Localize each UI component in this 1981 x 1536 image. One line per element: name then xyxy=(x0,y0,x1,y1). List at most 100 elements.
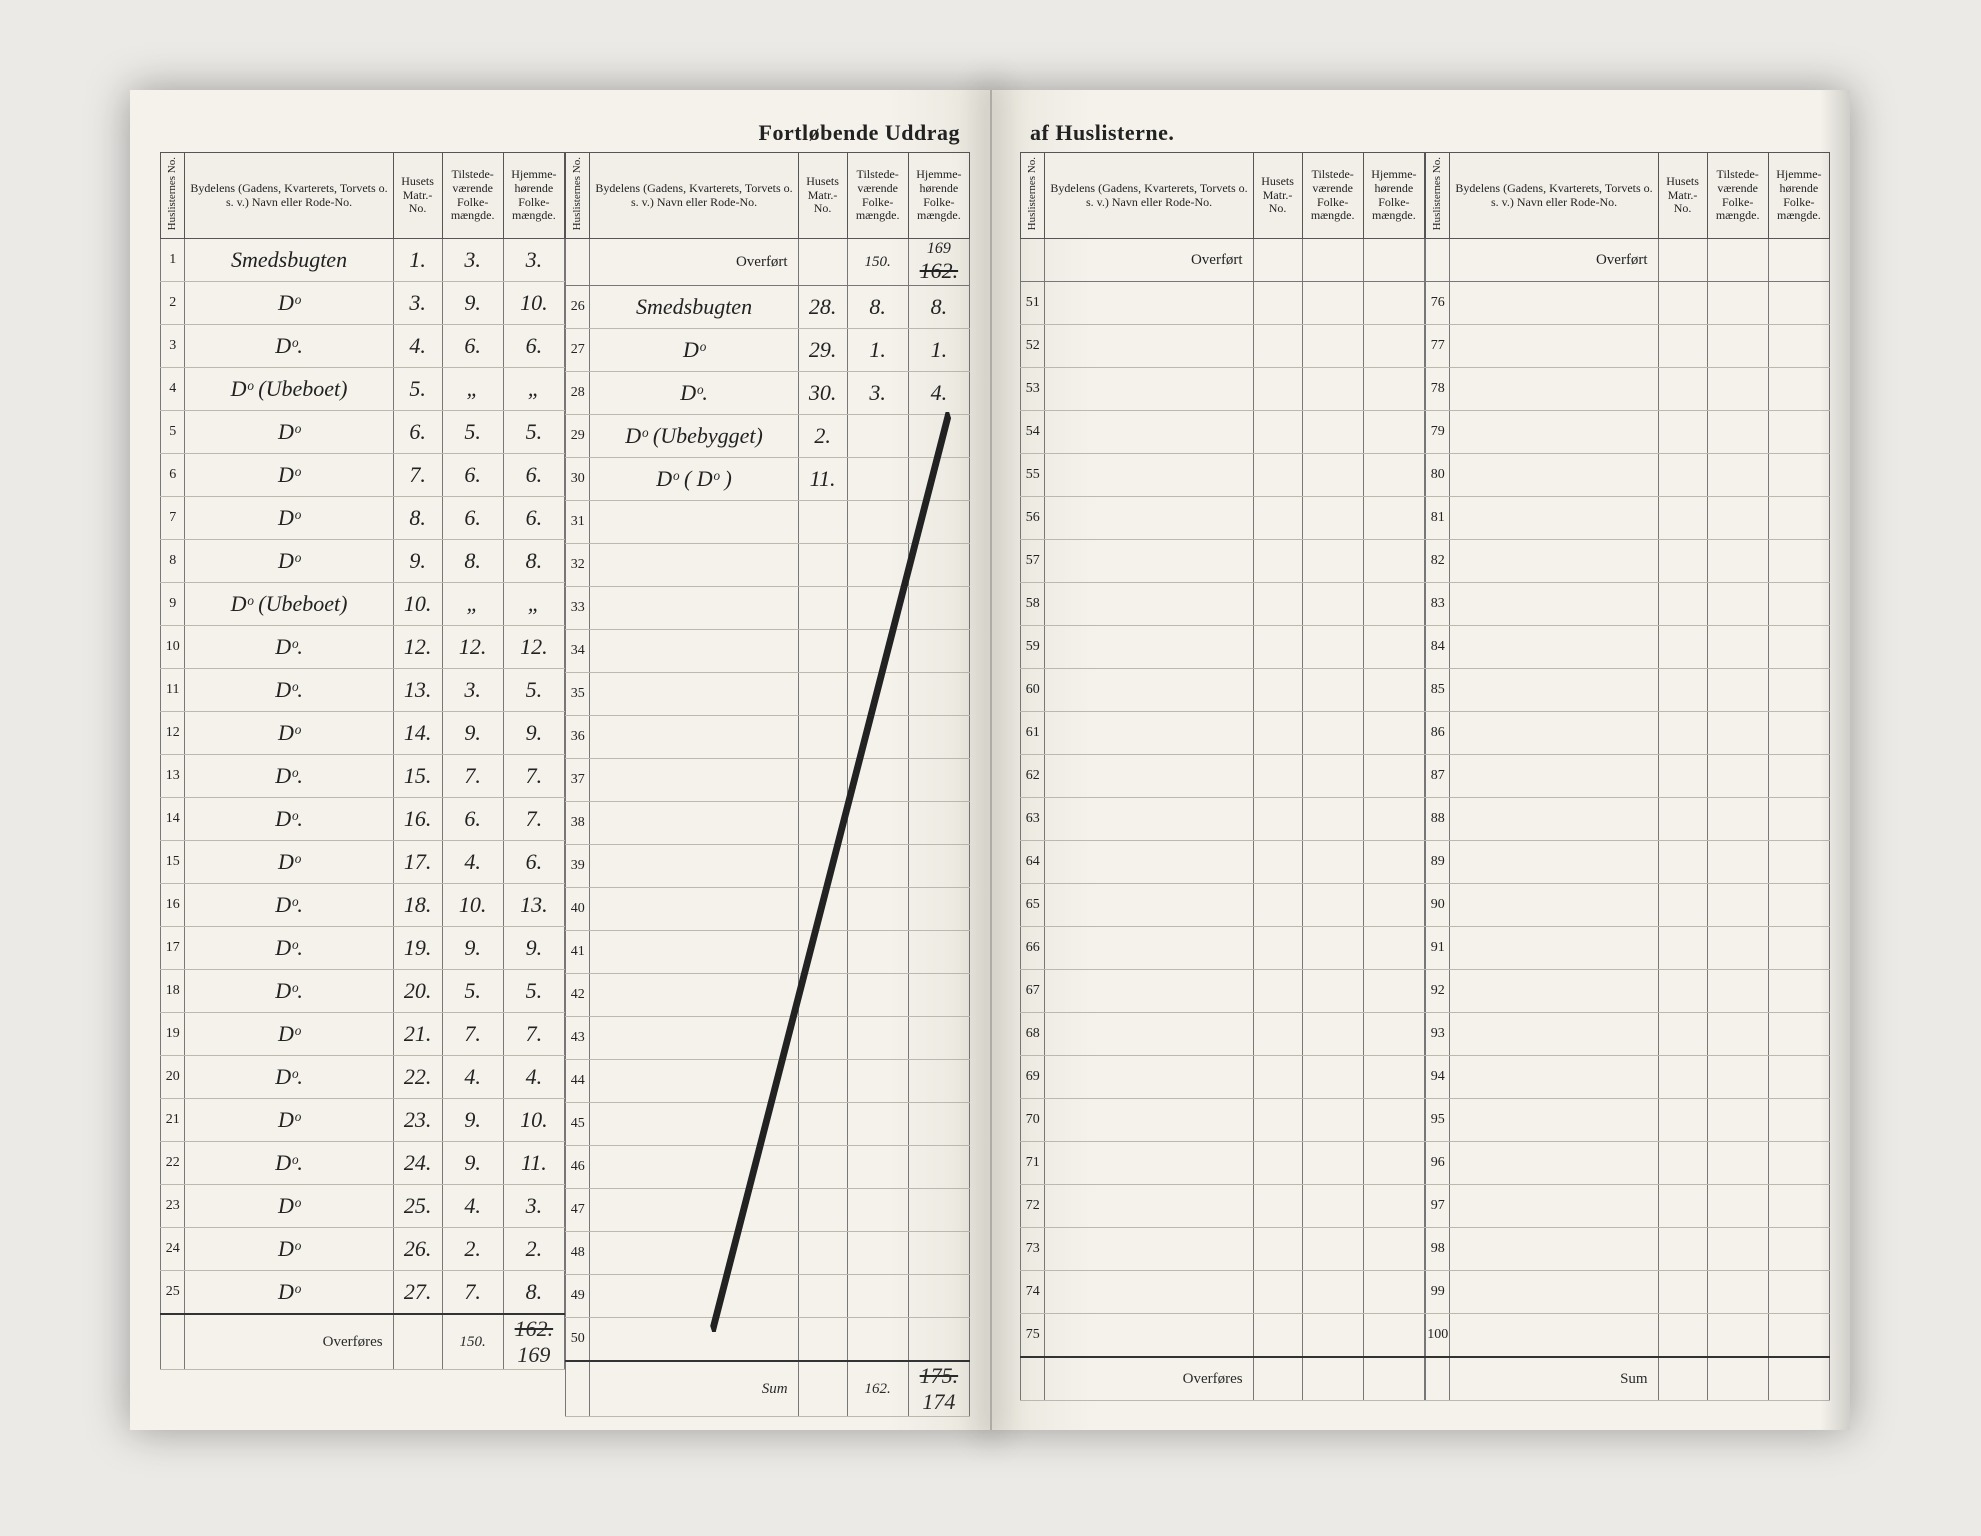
table-row: 37 xyxy=(566,759,970,802)
row-matr xyxy=(1658,970,1707,1013)
row-tils xyxy=(847,673,908,716)
table-row: 62 xyxy=(1021,755,1425,798)
row-name xyxy=(590,802,798,845)
row-matr xyxy=(798,587,847,630)
row-matr xyxy=(1253,884,1302,927)
row-hjem: 7. xyxy=(503,755,564,798)
col-matr: Husets Matr.- No. xyxy=(1658,153,1707,239)
sum-label: Sum xyxy=(1450,1357,1658,1401)
row-matr xyxy=(1658,927,1707,970)
row-name: Dᵒ. xyxy=(185,970,393,1013)
table-row: 73 xyxy=(1021,1228,1425,1271)
col-matr: Husets Matr.- No. xyxy=(798,153,847,239)
row-tils xyxy=(1302,540,1363,583)
row-number: 88 xyxy=(1426,798,1450,841)
row-name xyxy=(1450,970,1658,1013)
table-row: 89 xyxy=(1426,841,1830,884)
row-number: 36 xyxy=(566,716,590,759)
row-matr xyxy=(1253,755,1302,798)
row-number: 78 xyxy=(1426,368,1450,411)
row-matr xyxy=(1253,626,1302,669)
row-matr xyxy=(798,1189,847,1232)
row-tils xyxy=(847,630,908,673)
row-number: 3 xyxy=(161,325,185,368)
table-row: 52 xyxy=(1021,325,1425,368)
row-tils xyxy=(1707,411,1768,454)
row-hjem xyxy=(908,974,969,1017)
row-matr xyxy=(1658,798,1707,841)
row-tils xyxy=(847,802,908,845)
row-matr xyxy=(798,1060,847,1103)
row-number: 80 xyxy=(1426,454,1450,497)
row-tils: 3. xyxy=(442,669,503,712)
row-name xyxy=(1450,282,1658,325)
row-number: 46 xyxy=(566,1146,590,1189)
row-number: 62 xyxy=(1021,755,1045,798)
row-name xyxy=(1045,626,1253,669)
row-hjem xyxy=(908,501,969,544)
row-matr: 27. xyxy=(393,1271,442,1315)
row-number: 63 xyxy=(1021,798,1045,841)
row-tils: 10. xyxy=(442,884,503,927)
row-number: 43 xyxy=(566,1017,590,1060)
row-matr: 25. xyxy=(393,1185,442,1228)
row-matr: 11. xyxy=(798,458,847,501)
row-name xyxy=(1045,712,1253,755)
row-matr: 10. xyxy=(393,583,442,626)
ledger-table-3: Huslisternes No. Bydelens (Gadens, Kvart… xyxy=(1020,152,1425,1401)
row-hjem: 6. xyxy=(503,325,564,368)
row-tils xyxy=(1707,454,1768,497)
row-number: 93 xyxy=(1426,1013,1450,1056)
row-number: 1 xyxy=(161,239,185,282)
col-matr: Husets Matr.- No. xyxy=(1253,153,1302,239)
row-tils xyxy=(1707,669,1768,712)
table-row: 17Dᵒ.19.9.9. xyxy=(161,927,565,970)
row-hjem xyxy=(1363,368,1424,411)
row-matr: 3. xyxy=(393,282,442,325)
row-name xyxy=(590,501,798,544)
row-name xyxy=(590,1189,798,1232)
row-name xyxy=(1045,497,1253,540)
row-number: 55 xyxy=(1021,454,1045,497)
row-number: 8 xyxy=(161,540,185,583)
row-number: 31 xyxy=(566,501,590,544)
page-title-left: Fortløbende Uddrag xyxy=(160,120,970,146)
row-name xyxy=(590,716,798,759)
row-name: Dᵒ xyxy=(590,329,798,372)
table-row: 1Smedsbugten1.3.3. xyxy=(161,239,565,282)
row-matr xyxy=(1658,583,1707,626)
row-number: 38 xyxy=(566,802,590,845)
row-tils: 8. xyxy=(847,286,908,329)
row-name: Dᵒ. xyxy=(185,325,393,368)
row-hjem xyxy=(908,802,969,845)
row-tils: 5. xyxy=(442,411,503,454)
row-number: 68 xyxy=(1021,1013,1045,1056)
row-matr xyxy=(798,630,847,673)
row-matr xyxy=(798,931,847,974)
table-row: 32 xyxy=(566,544,970,587)
row-matr: 5. xyxy=(393,368,442,411)
row-number: 54 xyxy=(1021,411,1045,454)
row-name xyxy=(1450,497,1658,540)
row-number: 30 xyxy=(566,458,590,501)
row-number: 70 xyxy=(1021,1099,1045,1142)
row-name xyxy=(1450,626,1658,669)
row-tils: 7. xyxy=(442,755,503,798)
row-hjem xyxy=(1363,454,1424,497)
col-name: Bydelens (Gadens, Kvarterets, Torvets o.… xyxy=(1045,153,1253,239)
col-hjem: Hjemme- hørende Folke- mængde. xyxy=(1363,153,1424,239)
row-hjem: 8. xyxy=(908,286,969,329)
row-tils xyxy=(847,1017,908,1060)
row-number: 39 xyxy=(566,845,590,888)
row-matr: 22. xyxy=(393,1056,442,1099)
row-matr xyxy=(798,759,847,802)
table-row: 42 xyxy=(566,974,970,1017)
row-tils xyxy=(1707,755,1768,798)
row-hjem xyxy=(1363,1271,1424,1314)
table-row: 68 xyxy=(1021,1013,1425,1056)
table-row: 44 xyxy=(566,1060,970,1103)
row-matr xyxy=(1253,841,1302,884)
table-row: 99 xyxy=(1426,1271,1830,1314)
row-number: 13 xyxy=(161,755,185,798)
row-number: 99 xyxy=(1426,1271,1450,1314)
